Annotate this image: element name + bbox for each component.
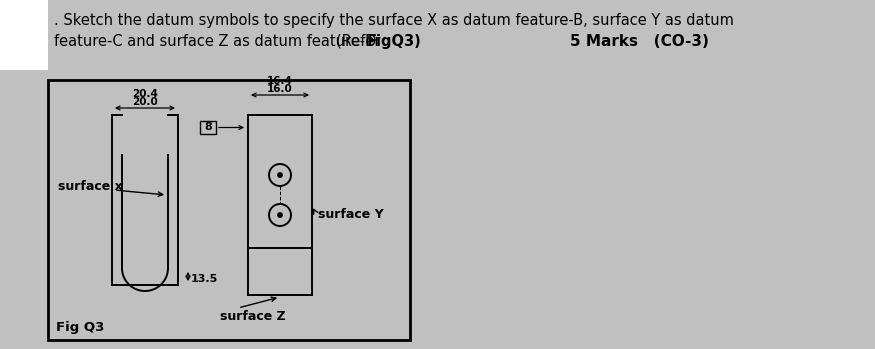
Text: 20.0: 20.0 xyxy=(132,97,158,107)
Text: 8: 8 xyxy=(204,122,212,133)
Text: (Refer: (Refer xyxy=(336,34,385,49)
Text: feature-C and surface Z as datum feature-D: feature-C and surface Z as datum feature… xyxy=(54,34,376,49)
Text: Fig Q3: Fig Q3 xyxy=(56,320,104,334)
Bar xyxy=(0,0,48,70)
Bar xyxy=(48,80,410,340)
Text: 5 Marks   (CO-3): 5 Marks (CO-3) xyxy=(570,34,709,49)
Text: surface x: surface x xyxy=(58,180,123,193)
Text: surface Y: surface Y xyxy=(318,208,383,222)
Circle shape xyxy=(277,173,283,177)
Text: 16.0: 16.0 xyxy=(267,84,293,94)
Bar xyxy=(200,121,216,134)
Text: FigQ3): FigQ3) xyxy=(367,34,422,49)
Text: . Sketch the datum symbols to specify the surface X as datum feature-B, surface : . Sketch the datum symbols to specify th… xyxy=(54,13,734,28)
Text: surface Z: surface Z xyxy=(220,310,286,322)
Text: 20.4: 20.4 xyxy=(132,89,158,99)
Text: 13.5: 13.5 xyxy=(191,275,218,284)
Text: 16.4: 16.4 xyxy=(267,76,293,86)
Circle shape xyxy=(277,213,283,217)
